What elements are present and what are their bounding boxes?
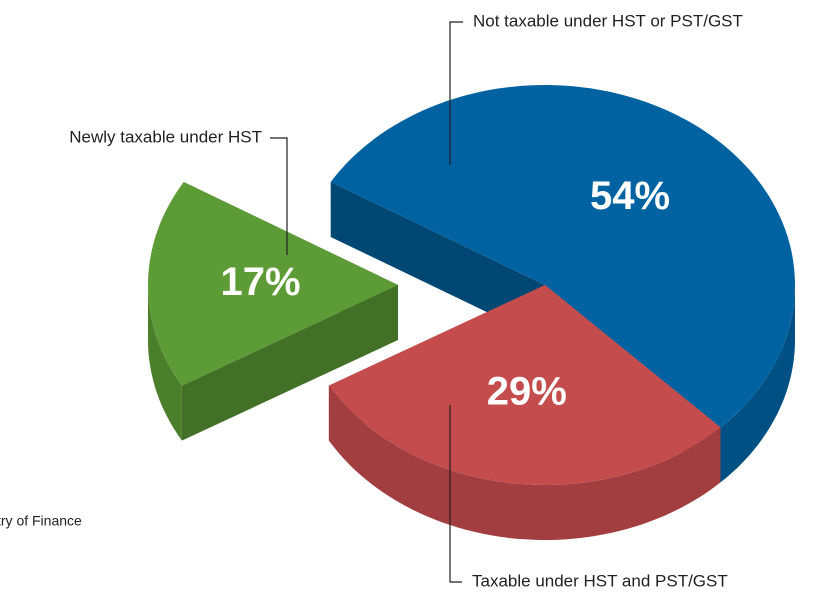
category-label: Not taxable under HST or PST/GST <box>473 11 743 30</box>
slice <box>330 85 795 428</box>
slice-side <box>328 385 721 540</box>
source-note: try of Finance <box>0 513 82 529</box>
slice <box>328 285 721 485</box>
leader-line <box>270 137 288 255</box>
slice-cut-face <box>181 285 398 441</box>
labels: Not taxable under HST or PST/GST Taxable… <box>0 11 743 590</box>
value-label: 17% <box>220 260 300 304</box>
slice-side <box>720 285 795 483</box>
category-label: Taxable under HST and PST/GST <box>472 571 728 590</box>
category-label: Newly taxable under HST <box>69 127 262 146</box>
leader-line <box>449 405 462 583</box>
slice <box>148 182 398 386</box>
leader-line <box>449 21 463 165</box>
slice-side <box>148 285 182 441</box>
pie: 54% 29% 17% <box>148 85 795 540</box>
value-label: 29% <box>487 370 567 414</box>
slice-cut-face <box>330 182 545 340</box>
value-label: 54% <box>590 174 670 218</box>
